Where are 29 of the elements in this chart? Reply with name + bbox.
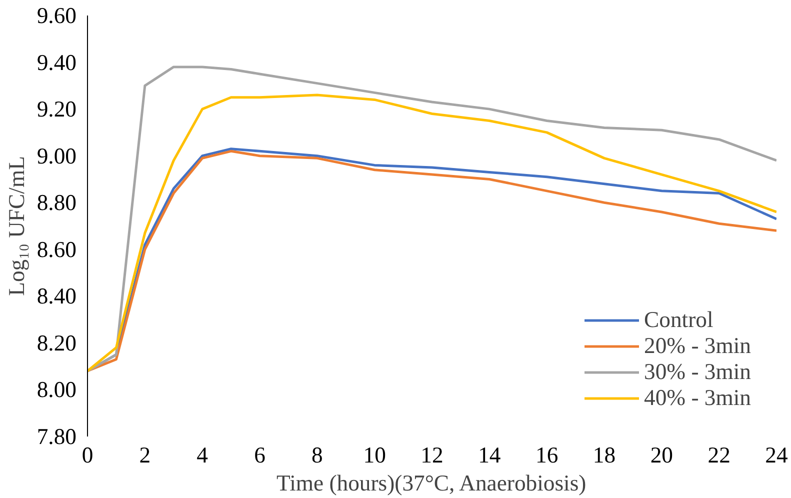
x-tick-label: 24 [765,442,788,468]
x-tick-label: 10 [363,442,386,468]
y-tick-label: 9.60 [36,3,77,28]
x-tick-label: 16 [536,442,558,468]
y-tick-label: 8.20 [36,330,77,356]
legend-label: 30% - 3min [644,359,751,385]
y-tick-label: 8.00 [36,377,77,402]
y-tick-label: 8.60 [36,236,77,262]
x-tick-label: 20 [650,442,673,468]
y-axis-title: Log₁₀ UFC/mL [4,156,29,296]
x-tick-label: 18 [592,442,616,468]
x-tick-label: 6 [254,442,266,468]
x-tick-label: 8 [312,442,323,468]
y-tick-label: 9.20 [36,96,77,122]
x-tick-label: 4 [196,442,208,468]
x-tick-label: 12 [420,442,444,468]
legend-label: Control [644,307,714,333]
y-tick-label: 9.40 [36,50,77,75]
y-tick-label: 7.80 [36,424,77,449]
x-axis-title: Time (hours)(37°C, Anaerobiosis) [276,470,586,496]
x-tick-label: 0 [82,442,94,468]
legend-label: 20% - 3min [644,333,751,359]
y-tick-label: 8.40 [36,284,77,309]
legend-label: 40% - 3min [644,385,751,411]
x-tick-label: 14 [478,442,501,468]
x-tick-label: 2 [139,442,151,468]
x-tick-label: 22 [708,442,730,468]
y-tick-label: 9.00 [36,143,77,168]
y-tick-label: 8.80 [36,190,77,216]
